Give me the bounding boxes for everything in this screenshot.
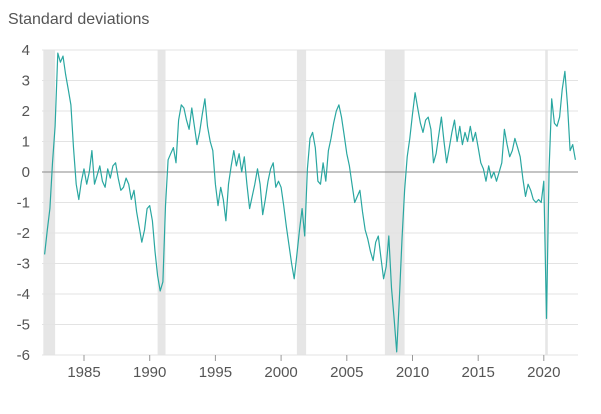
y-tick-label: -5 [17,317,30,334]
x-tick-label: 1995 [199,364,232,381]
x-tick-label: 2010 [396,364,429,381]
y-tick-label: 1 [22,134,30,151]
y-tick-label: 4 [22,42,30,59]
x-tick-labels: 1985 1990 1995 2000 2005 2010 2015 2020 [67,355,560,381]
y-axis-label: Standard deviations [8,11,149,28]
y-tick-label: 0 [22,164,30,181]
y-tick-label: -4 [17,286,30,303]
series-layer [44,52,576,353]
x-tick-label: 2015 [462,364,495,381]
y-tick-label: -6 [17,347,30,364]
y-tick-label: -1 [17,195,30,212]
x-tick-label: 2000 [264,364,297,381]
gridlines [42,49,578,356]
y-tick-label: 2 [22,103,30,120]
x-tick-label: 2020 [527,364,560,381]
y-tick-label: 3 [22,73,30,90]
y-tick-labels: 4 3 2 1 0 -1 -2 -3 -4 -5 -6 [17,42,30,364]
y-tick-label: -2 [17,225,30,242]
x-tick-label: 1985 [67,364,100,381]
y-tick-label: -3 [17,256,30,273]
series-line [44,52,576,353]
x-tick-label: 2005 [330,364,363,381]
x-tick-label: 1990 [133,364,166,381]
